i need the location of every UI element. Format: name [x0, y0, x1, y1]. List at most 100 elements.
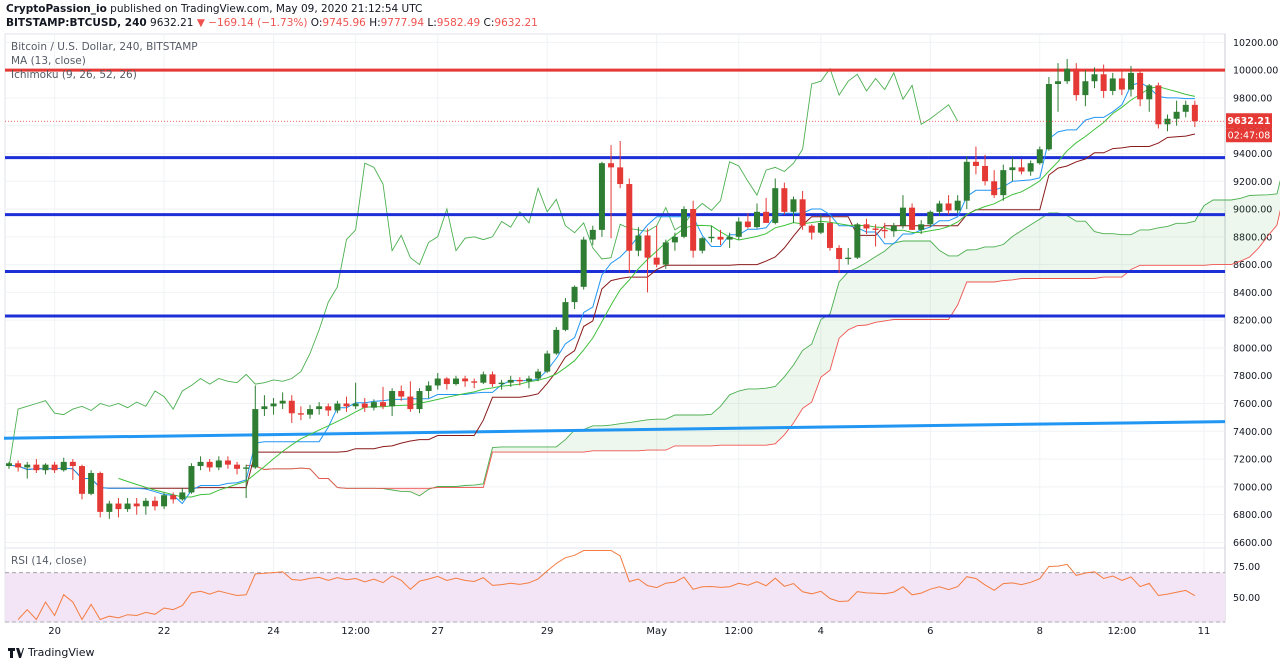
- candle-body: [1055, 81, 1062, 85]
- ichimoku-cloud-segment: [802, 344, 812, 409]
- last-price-tag: [1226, 113, 1272, 129]
- y-tick-label: 10000.00: [1233, 66, 1278, 77]
- tradingview-footer[interactable]: TradingView: [8, 646, 94, 659]
- ichimoku-cloud-segment: [985, 246, 995, 282]
- publisher-name[interactable]: CryptoPassion_io: [6, 3, 107, 15]
- candle-body: [918, 224, 925, 230]
- ichimoku-cloud-segment: [866, 256, 876, 325]
- ichimoku-cloud-segment: [519, 446, 529, 453]
- tradingview-brand: TradingView: [28, 646, 95, 659]
- candle-body: [243, 467, 250, 469]
- candle-body: [972, 161, 979, 166]
- y-tick-label: 7800.00: [1233, 371, 1272, 382]
- ma-legend[interactable]: MA (13, close): [11, 55, 86, 67]
- candle-body: [954, 200, 961, 211]
- ichimoku-cloud-segment: [738, 388, 748, 446]
- candle-body: [1064, 68, 1071, 82]
- ichimoku-cloud-segment: [921, 241, 931, 320]
- ichimoku-cloud-segment: [1003, 236, 1013, 281]
- candle-body: [580, 239, 587, 287]
- ichimoku-cloud-segment: [574, 429, 584, 453]
- candle-body: [1082, 81, 1089, 96]
- rsi-legend[interactable]: RSI (14, close): [11, 555, 87, 567]
- candle-body: [78, 466, 85, 494]
- ichimoku-cloud-segment: [1213, 200, 1223, 265]
- candle-body: [24, 464, 31, 468]
- y-tick-label: 7200.00: [1233, 455, 1272, 466]
- candle-body: [407, 396, 414, 410]
- open-label: O:: [310, 17, 323, 29]
- ichimoku-cloud-segment: [620, 422, 630, 451]
- candle-body: [1173, 111, 1180, 119]
- candle-body: [361, 403, 368, 408]
- ichimoku-legend[interactable]: Ichimoku (9, 26, 52, 26): [11, 69, 137, 81]
- candle-body: [635, 235, 642, 251]
- ichimoku-cloud-segment: [1258, 194, 1268, 248]
- candle-body: [471, 381, 478, 383]
- candle-body: [945, 203, 952, 211]
- last-price-tag-text: 9632.21: [1227, 116, 1270, 127]
- candle-body: [608, 163, 615, 168]
- ichimoku-cloud-segment: [1167, 223, 1177, 266]
- candle-body: [690, 209, 697, 251]
- countdown-tag: [1226, 128, 1272, 143]
- ichimoku-cloud-segment: [1112, 233, 1122, 278]
- ichimoku-cloud-segment: [1131, 229, 1141, 270]
- candle-body: [845, 257, 852, 260]
- candle-body: [343, 403, 350, 407]
- ichimoku-cloud-segment: [1240, 195, 1250, 262]
- rsi-line: [17, 550, 1196, 621]
- candle-body: [42, 464, 49, 471]
- ichimoku-cloud-segment: [401, 488, 411, 492]
- candle-body: [671, 236, 678, 243]
- ichimoku-cloud-segment: [939, 250, 949, 320]
- x-tick-label: 6: [927, 626, 933, 637]
- candle-body: [854, 224, 861, 258]
- x-tick-label: 22: [158, 626, 171, 637]
- candle-body: [370, 402, 377, 408]
- high-label: H:: [369, 17, 381, 29]
- candle-body: [106, 503, 113, 512]
- ichimoku-cloud-segment: [848, 267, 858, 330]
- ichimoku-cloud-segment: [501, 446, 511, 453]
- ichimoku-cloud-segment: [793, 350, 803, 423]
- candle-body: [51, 464, 58, 471]
- ichimoku-cloud-segment: [957, 250, 967, 305]
- candle-body: [270, 403, 277, 407]
- open-value: 9745.96: [322, 17, 366, 29]
- ichimoku-cloud-segment: [1103, 233, 1113, 278]
- published-text: published on TradingView.com, May 09, 20…: [110, 3, 423, 15]
- y-tick-label: 9800.00: [1233, 93, 1272, 104]
- y-tick-label: 8400.00: [1233, 288, 1272, 299]
- ichimoku-cloud-segment: [474, 483, 484, 488]
- high-value: 9777.94: [380, 17, 425, 29]
- ichimoku-cloud-segment: [930, 241, 940, 320]
- ichimoku-cloud-segment: [1021, 224, 1031, 279]
- candle-body: [817, 222, 824, 233]
- candle-body: [617, 167, 624, 185]
- candle-body: [434, 378, 441, 386]
- y-tick-label: 9400.00: [1233, 149, 1272, 160]
- candle-body: [991, 181, 998, 196]
- y-tick-label: 8600.00: [1233, 260, 1272, 271]
- candle-body: [808, 225, 815, 233]
- ichimoku-cloud-segment: [903, 241, 913, 320]
- candle-body: [1091, 74, 1098, 82]
- ichimoku-cloud-segment: [647, 419, 657, 451]
- countdown-tag-text: 02:47:08: [1228, 131, 1271, 142]
- rsi-tick-label: 50.00: [1233, 593, 1260, 604]
- candle-body: [1191, 104, 1198, 122]
- candle-body: [316, 406, 323, 410]
- ichimoku-cloud-segment: [510, 446, 520, 453]
- candle-body: [909, 207, 916, 230]
- candle-body: [598, 163, 605, 230]
- candle-body: [1073, 68, 1080, 96]
- candle-body: [1118, 78, 1125, 90]
- x-tick-label: 27: [431, 626, 444, 637]
- ichimoku-leading-span-b: [246, 209, 1280, 489]
- candle-body: [1045, 84, 1052, 150]
- ichimoku-cloud-segment: [1048, 212, 1058, 279]
- candle-body: [516, 379, 523, 382]
- ichimoku-cloud-segment: [529, 446, 539, 453]
